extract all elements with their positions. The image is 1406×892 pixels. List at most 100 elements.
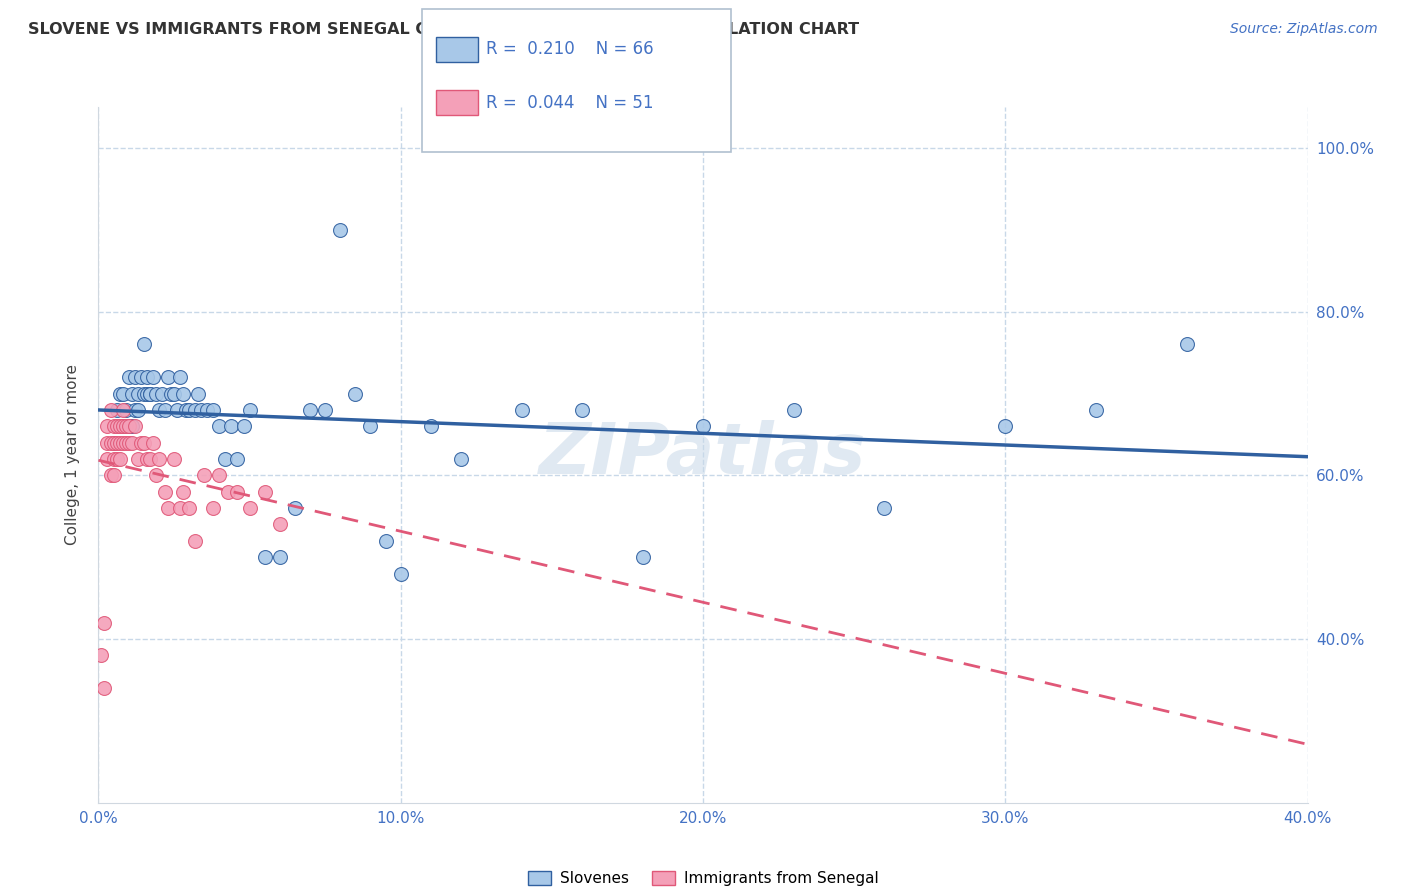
Point bbox=[142, 370, 165, 384]
Point bbox=[202, 403, 225, 417]
Text: Source: ZipAtlas.com: Source: ZipAtlas.com bbox=[1230, 22, 1378, 37]
Point bbox=[139, 386, 162, 401]
Point bbox=[510, 403, 533, 417]
Point bbox=[239, 403, 262, 417]
Point bbox=[108, 452, 131, 467]
Y-axis label: College, 1 year or more: College, 1 year or more bbox=[65, 365, 80, 545]
Point bbox=[239, 501, 262, 516]
Text: R =  0.044    N = 51: R = 0.044 N = 51 bbox=[486, 94, 654, 112]
Point bbox=[105, 435, 128, 450]
Point bbox=[193, 468, 215, 483]
Point bbox=[153, 403, 176, 417]
Point bbox=[127, 403, 149, 417]
Point bbox=[184, 403, 207, 417]
Point bbox=[253, 550, 276, 565]
Point bbox=[90, 648, 112, 663]
Point bbox=[269, 550, 291, 565]
Point bbox=[226, 452, 249, 467]
Point bbox=[145, 468, 167, 483]
Point bbox=[93, 681, 115, 696]
Point bbox=[96, 435, 118, 450]
Point bbox=[111, 435, 134, 450]
Point bbox=[450, 452, 472, 467]
Point bbox=[118, 419, 141, 434]
Point bbox=[226, 484, 249, 499]
Point bbox=[100, 435, 122, 450]
Point bbox=[114, 435, 136, 450]
Point bbox=[142, 435, 165, 450]
Point bbox=[96, 452, 118, 467]
Point bbox=[329, 223, 352, 237]
Point bbox=[108, 419, 131, 434]
Point bbox=[111, 419, 134, 434]
Point bbox=[145, 386, 167, 401]
Point bbox=[1175, 337, 1198, 351]
Point bbox=[232, 419, 254, 434]
Point bbox=[132, 337, 155, 351]
Point bbox=[994, 419, 1017, 434]
Point bbox=[118, 419, 141, 434]
Legend: Slovenes, Immigrants from Senegal: Slovenes, Immigrants from Senegal bbox=[522, 865, 884, 892]
Point bbox=[118, 370, 141, 384]
Text: R =  0.210    N = 66: R = 0.210 N = 66 bbox=[486, 40, 654, 58]
Point bbox=[105, 403, 128, 417]
Point bbox=[100, 403, 122, 417]
Point bbox=[160, 386, 183, 401]
Point bbox=[148, 452, 170, 467]
Point bbox=[111, 419, 134, 434]
Point bbox=[783, 403, 806, 417]
Point bbox=[121, 386, 143, 401]
Point bbox=[314, 403, 336, 417]
Point bbox=[153, 484, 176, 499]
Point bbox=[253, 484, 276, 499]
Point bbox=[374, 533, 396, 548]
Point bbox=[118, 435, 141, 450]
Text: ZIPatlas: ZIPatlas bbox=[540, 420, 866, 490]
Point bbox=[299, 403, 322, 417]
Point bbox=[389, 566, 412, 581]
Point bbox=[179, 501, 201, 516]
Point bbox=[103, 452, 125, 467]
Point bbox=[184, 533, 207, 548]
Point bbox=[127, 452, 149, 467]
Point bbox=[195, 403, 218, 417]
Point bbox=[692, 419, 714, 434]
Point bbox=[135, 370, 157, 384]
Point bbox=[571, 403, 593, 417]
Point bbox=[103, 419, 125, 434]
Point bbox=[132, 386, 155, 401]
Point bbox=[169, 501, 191, 516]
Point bbox=[208, 419, 231, 434]
Point bbox=[103, 435, 125, 450]
Point bbox=[202, 501, 225, 516]
Point bbox=[221, 419, 243, 434]
Point bbox=[217, 484, 239, 499]
Point bbox=[129, 370, 152, 384]
Point bbox=[139, 386, 162, 401]
Point bbox=[156, 370, 179, 384]
Point bbox=[103, 468, 125, 483]
Point bbox=[135, 386, 157, 401]
Point bbox=[1085, 403, 1108, 417]
Point bbox=[96, 419, 118, 434]
Point bbox=[148, 403, 170, 417]
Point bbox=[179, 403, 201, 417]
Point bbox=[172, 386, 194, 401]
Point bbox=[163, 452, 186, 467]
Point bbox=[121, 419, 143, 434]
Point bbox=[172, 484, 194, 499]
Point bbox=[344, 386, 367, 401]
Point bbox=[139, 452, 162, 467]
Point bbox=[420, 419, 443, 434]
Point bbox=[284, 501, 307, 516]
Point bbox=[105, 452, 128, 467]
Point bbox=[103, 435, 125, 450]
Point bbox=[127, 386, 149, 401]
Point bbox=[169, 370, 191, 384]
Point bbox=[114, 419, 136, 434]
Point bbox=[631, 550, 654, 565]
Point bbox=[124, 419, 146, 434]
Point bbox=[190, 403, 212, 417]
Point bbox=[208, 468, 231, 483]
Point bbox=[166, 403, 188, 417]
